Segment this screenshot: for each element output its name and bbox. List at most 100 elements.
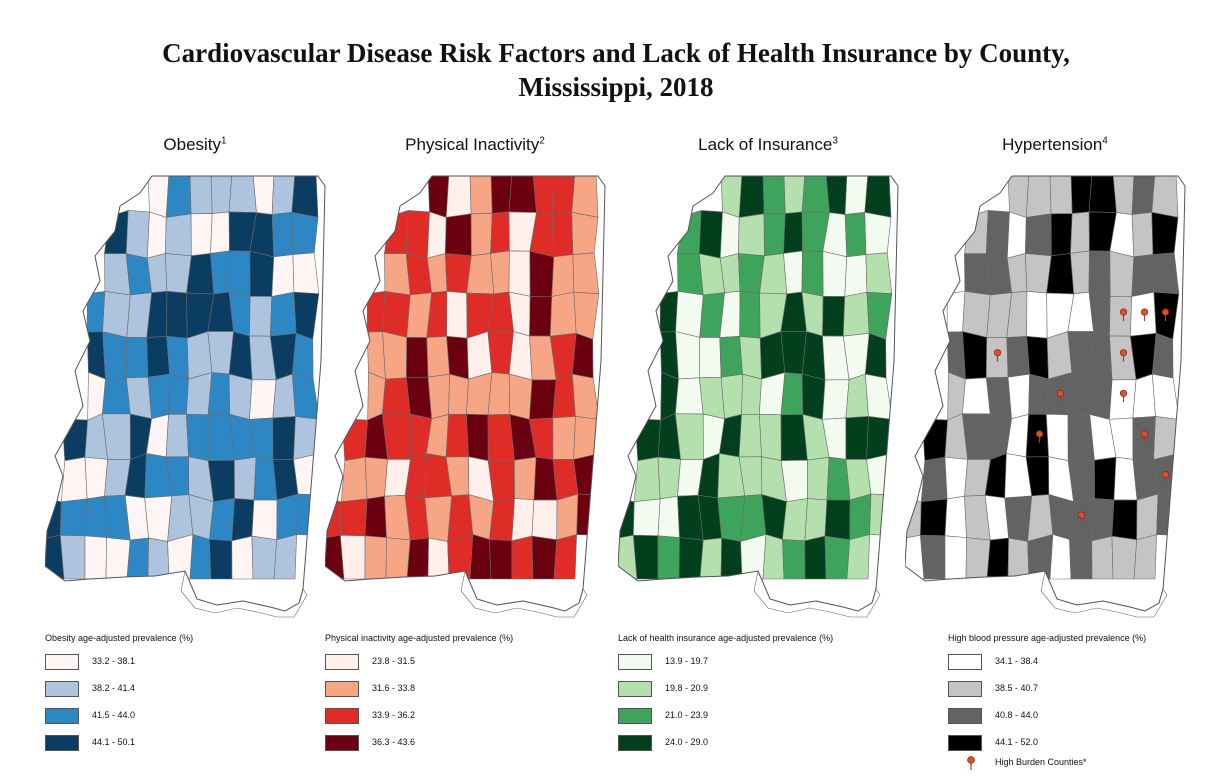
county xyxy=(448,373,469,415)
county xyxy=(144,495,173,542)
county xyxy=(234,456,257,501)
county xyxy=(677,253,704,296)
hypertension-map xyxy=(905,175,1186,618)
county xyxy=(406,376,432,420)
county xyxy=(717,495,746,542)
county xyxy=(944,535,967,580)
county xyxy=(469,534,492,580)
legend-swatch xyxy=(948,735,982,751)
county xyxy=(944,495,967,538)
county xyxy=(405,210,430,259)
obesity-map xyxy=(45,175,326,618)
panel-title-text: Hypertension xyxy=(1002,135,1103,154)
county xyxy=(741,373,762,415)
county xyxy=(783,250,803,295)
county xyxy=(382,291,411,338)
county xyxy=(529,250,555,297)
county xyxy=(532,176,555,215)
county xyxy=(551,176,576,215)
legend-label: 44.1 - 52.0 xyxy=(995,737,1039,747)
county xyxy=(165,176,192,218)
county xyxy=(60,498,88,537)
county xyxy=(84,495,107,538)
county xyxy=(964,210,989,255)
panel-title-text: Lack of Insurance xyxy=(698,135,833,154)
county xyxy=(424,495,453,542)
county xyxy=(508,331,533,381)
county xyxy=(271,254,295,297)
legend-label: 41.5 - 44.0 xyxy=(92,710,136,720)
legend-swatch xyxy=(325,681,359,697)
county xyxy=(985,210,1010,259)
map-pin-icon xyxy=(993,349,1002,362)
county xyxy=(104,253,131,296)
county xyxy=(466,372,493,416)
county xyxy=(678,537,704,580)
county xyxy=(167,534,194,580)
county xyxy=(573,453,599,496)
legend-swatch xyxy=(45,681,79,697)
county xyxy=(824,499,851,541)
county xyxy=(228,373,253,420)
county xyxy=(293,291,320,340)
county xyxy=(1109,379,1137,420)
county xyxy=(864,332,887,379)
county xyxy=(102,331,128,380)
county xyxy=(186,331,213,380)
county xyxy=(446,336,469,380)
county xyxy=(249,379,277,420)
county xyxy=(291,211,319,255)
legend-swatch xyxy=(325,735,359,751)
county xyxy=(1088,250,1111,297)
county xyxy=(552,373,576,419)
legend-label: 31.6 - 33.8 xyxy=(372,683,416,693)
legend-swatch xyxy=(325,708,359,724)
county xyxy=(783,211,803,254)
county xyxy=(675,377,704,415)
county xyxy=(364,535,387,580)
county xyxy=(366,291,386,333)
map-pin-icon xyxy=(967,756,975,770)
county xyxy=(782,539,806,580)
legend-label: 34.1 - 38.4 xyxy=(995,656,1039,666)
county xyxy=(864,176,892,218)
county xyxy=(1067,372,1091,416)
county xyxy=(962,413,991,460)
county xyxy=(1048,494,1074,540)
county xyxy=(426,336,450,378)
county xyxy=(699,376,725,420)
county xyxy=(1132,373,1156,419)
county xyxy=(962,377,991,415)
legend-label: 40.8 - 44.0 xyxy=(995,710,1039,720)
county xyxy=(272,373,296,419)
county xyxy=(845,373,869,419)
county xyxy=(633,456,661,503)
county xyxy=(807,456,830,501)
county xyxy=(511,498,535,542)
county xyxy=(86,291,106,333)
county xyxy=(572,252,600,295)
county xyxy=(470,213,493,257)
county xyxy=(382,331,408,380)
county xyxy=(844,254,868,297)
county xyxy=(1025,213,1052,257)
county xyxy=(864,211,892,255)
county xyxy=(822,379,850,420)
panel-title-text: Physical Inactivity xyxy=(405,135,540,154)
county xyxy=(466,413,489,462)
county xyxy=(382,413,411,460)
county xyxy=(529,296,553,337)
county xyxy=(147,373,170,420)
county xyxy=(251,535,278,580)
county xyxy=(822,296,846,337)
county xyxy=(1006,211,1027,259)
county xyxy=(1151,211,1179,255)
legend-swatch xyxy=(948,654,982,670)
county xyxy=(341,418,368,462)
county xyxy=(865,252,893,295)
physical-inactivity-map xyxy=(325,175,606,618)
county xyxy=(60,456,88,503)
county xyxy=(210,176,233,214)
county xyxy=(1131,211,1154,258)
county xyxy=(571,176,599,218)
